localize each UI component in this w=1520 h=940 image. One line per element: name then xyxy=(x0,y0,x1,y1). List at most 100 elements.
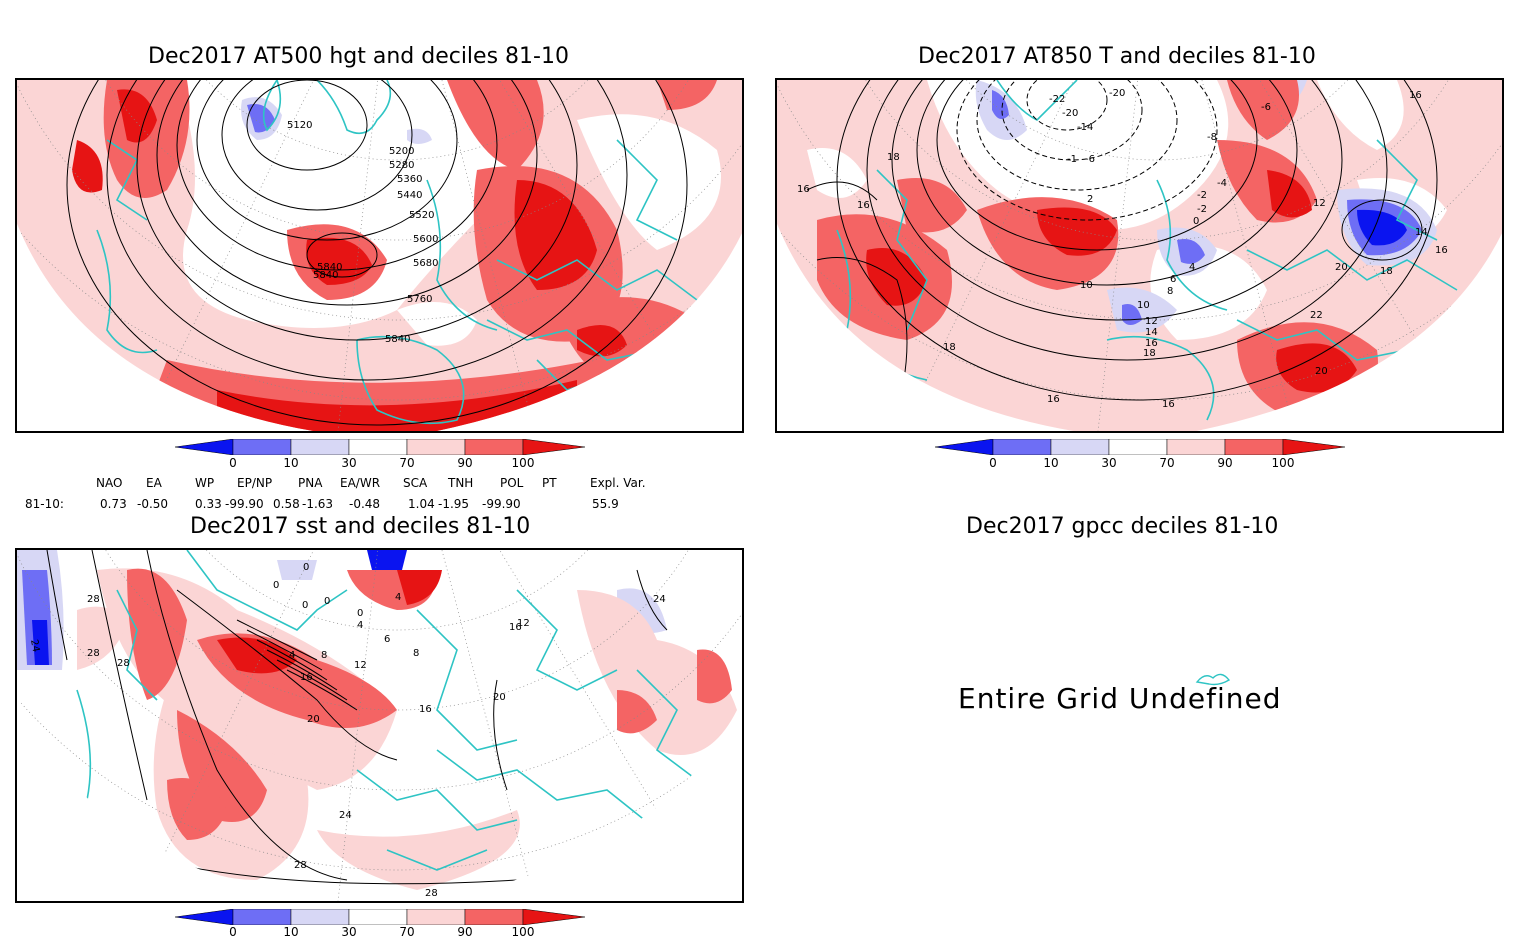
contour-label: 16 xyxy=(509,622,522,633)
index-value: -99.90 xyxy=(482,497,521,511)
contour-label: -6 xyxy=(1085,154,1095,165)
colorbar-tick: 90 xyxy=(457,925,473,939)
index-value: -99.90 xyxy=(225,497,264,511)
index-header: PT xyxy=(542,476,557,490)
contour-label: 4 xyxy=(289,650,295,661)
contour-label: 5760 xyxy=(407,294,432,305)
colorbar-tick: 100 xyxy=(511,925,535,939)
contour-label: 4 xyxy=(357,620,363,631)
contour-label: 14 xyxy=(1145,327,1158,338)
contour-label: 5840 xyxy=(313,270,338,281)
colorbar-tick: 70 xyxy=(1159,456,1175,470)
t850-map-panel: -22 -20 -20 -14 -6 -1 -8 -4 -6 -2 0 2 4 … xyxy=(775,78,1504,433)
contour-label: -20 xyxy=(1109,88,1125,99)
colorbar-tick: 90 xyxy=(1217,456,1233,470)
colorbar-tick: 70 xyxy=(399,925,415,939)
contour-label: 16 xyxy=(1435,245,1448,256)
contour-label: 0 xyxy=(273,580,279,591)
index-row-label: 81-10: xyxy=(25,497,64,511)
contour-label: 28 xyxy=(425,888,438,899)
contour-label: 16 xyxy=(857,200,870,211)
contour-label: -14 xyxy=(1077,122,1093,133)
index-value: -1.63 xyxy=(302,497,334,511)
contour-label: 5840 xyxy=(385,334,410,345)
contour-label: 20 xyxy=(1315,366,1328,377)
contour-label: 28 xyxy=(87,648,100,659)
contour-label: 16 xyxy=(1162,399,1175,410)
contour-label: 12 xyxy=(354,660,367,671)
index-header: SCA xyxy=(403,476,428,490)
contour-label: 16 xyxy=(797,184,810,195)
contour-label: 16 xyxy=(300,672,313,683)
colorbar-tick: 10 xyxy=(1043,456,1059,470)
contour-label: 2 xyxy=(1087,194,1093,205)
z500-colorbar-labels: 0 10 30 70 90 100 xyxy=(175,456,585,472)
contour-label: 10 xyxy=(1080,280,1093,291)
contour-label: 20 xyxy=(307,714,320,725)
contour-label: 5280 xyxy=(389,160,414,171)
teleconnection-values: 81-10: 0.73 -0.50 0.33 -99.90 0.58 -1.63… xyxy=(0,497,700,511)
teleconnection-header: NAO EA WP EP/NP PNA EA/WR SCA TNH POL PT… xyxy=(0,476,700,490)
contour-label: 5600 xyxy=(413,234,438,245)
contour-label: 12 xyxy=(1313,198,1326,209)
contour-label: 16 xyxy=(419,704,432,715)
contour-label: 0 xyxy=(1193,216,1199,227)
contour-label: 0 xyxy=(302,600,308,611)
index-header: Expl. Var. xyxy=(590,476,646,490)
contour-label: 5440 xyxy=(397,190,422,201)
contour-label: 12 xyxy=(1145,316,1158,327)
contour-label: 6 xyxy=(1170,274,1176,285)
index-value: 0.73 xyxy=(100,497,127,511)
t850-colorbar-labels: 0 10 30 70 90 100 xyxy=(935,456,1345,472)
contour-label: 28 xyxy=(294,860,307,871)
contour-label: 4 xyxy=(395,592,401,603)
index-value: 0.33 xyxy=(195,497,222,511)
gpcc-coast-fragment xyxy=(1195,673,1231,686)
contour-label: -22 xyxy=(1049,94,1065,105)
sst-colorbar-labels: 0 10 30 70 90 100 xyxy=(175,925,585,939)
contour-label: 4 xyxy=(1189,262,1195,273)
contour-label: 5840 xyxy=(317,262,342,273)
contour-label: -2 xyxy=(1197,190,1207,201)
contour-label: -6 xyxy=(1261,102,1271,113)
index-header: EP/NP xyxy=(237,476,273,490)
contour-label: 16 xyxy=(1409,90,1422,101)
colorbar-tick: 10 xyxy=(283,925,299,939)
gpcc-panel-title: Dec2017 gpcc deciles 81-10 xyxy=(966,514,1279,539)
contour-label: 20 xyxy=(493,692,506,703)
contour-label: 28 xyxy=(87,594,100,605)
contour-label: 18 xyxy=(943,342,956,353)
colorbar-tick: 70 xyxy=(399,456,415,470)
index-header: EA xyxy=(146,476,162,490)
contour-label: -4 xyxy=(1217,178,1227,189)
contour-label: 28 xyxy=(117,658,130,669)
index-header: WP xyxy=(195,476,215,490)
z500-panel-title: Dec2017 AT500 hgt and deciles 81-10 xyxy=(148,44,569,69)
index-value: -0.48 xyxy=(349,497,381,511)
t850-colorbar xyxy=(934,438,1346,456)
gpcc-undefined-message: Entire Grid Undefined xyxy=(958,682,1282,715)
contour-label: 8 xyxy=(321,650,327,661)
contour-label: 0 xyxy=(357,608,363,619)
contour-label: 0 xyxy=(303,562,309,573)
index-header: EA/WR xyxy=(340,476,381,490)
contour-label: 16 xyxy=(1047,394,1060,405)
sst-colorbar xyxy=(174,908,586,926)
t850-map-svg: -22 -20 -20 -14 -6 -1 -8 -4 -6 -2 0 2 4 … xyxy=(777,80,1502,431)
index-header: PNA xyxy=(298,476,323,490)
contour-label: 18 xyxy=(1143,348,1156,359)
contour-label: 24 xyxy=(28,639,41,653)
contour-label: 24 xyxy=(653,594,666,605)
contour-label: 14 xyxy=(1415,227,1428,238)
contour-label: 24 xyxy=(339,810,352,821)
z500-colorbar xyxy=(174,438,586,456)
colorbar-tick: 100 xyxy=(1271,456,1295,470)
colorbar-tick: 0 xyxy=(229,925,237,939)
z500-map-panel: 5120 5200 5280 5360 5440 5520 5600 5680 … xyxy=(15,78,744,433)
index-value: 1.04 xyxy=(408,497,435,511)
contour-label: 5360 xyxy=(397,174,422,185)
colorbar-tick: 30 xyxy=(341,456,357,470)
index-header: POL xyxy=(500,476,524,490)
sst-panel-title: Dec2017 sst and deciles 81-10 xyxy=(190,514,531,539)
sst-map-svg: 28 24 28 28 0 0 0 0 0 4 4 6 8 12 16 20 4… xyxy=(17,550,742,901)
